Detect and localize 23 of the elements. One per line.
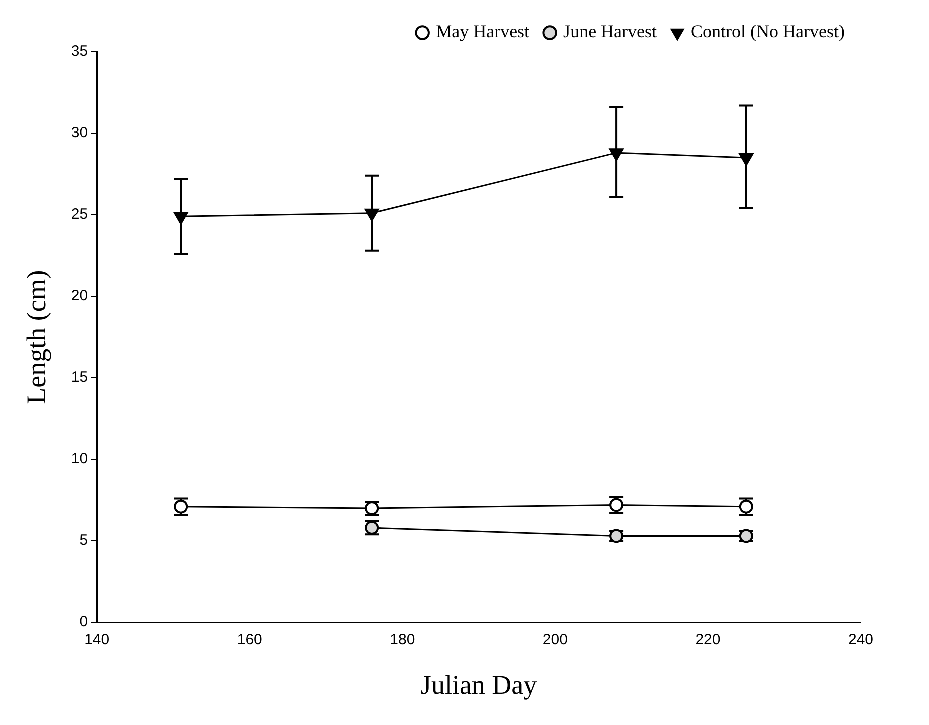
y-tick-label: 0 <box>80 614 88 631</box>
x-tick-label: 240 <box>848 632 874 649</box>
x-tick-label: 220 <box>696 632 721 649</box>
y-tick-label: 35 <box>71 43 88 60</box>
y-tick-label: 25 <box>71 206 88 224</box>
y-tick-label: 20 <box>71 288 88 305</box>
legend-label: May Harvest <box>436 22 530 42</box>
y-tick-label: 15 <box>71 369 88 386</box>
y-tick-label: 10 <box>71 450 88 468</box>
legend-label: June Harvest <box>564 22 658 42</box>
y-tick-label: 30 <box>71 124 88 142</box>
point <box>739 153 754 166</box>
x-tick-label: 140 <box>84 632 110 649</box>
point <box>609 148 624 162</box>
y-axis-title: Length (cm) <box>21 270 52 404</box>
x-tick-label: 180 <box>390 632 416 649</box>
y-tick-label: 5 <box>80 532 88 550</box>
x-axis-title: Julian Day <box>420 670 538 700</box>
x-tick-label: 160 <box>237 632 262 649</box>
legend-label: Control (No Harvest) <box>691 22 846 42</box>
point <box>174 212 188 225</box>
x-tick-label: 200 <box>542 632 568 649</box>
point <box>365 208 380 222</box>
